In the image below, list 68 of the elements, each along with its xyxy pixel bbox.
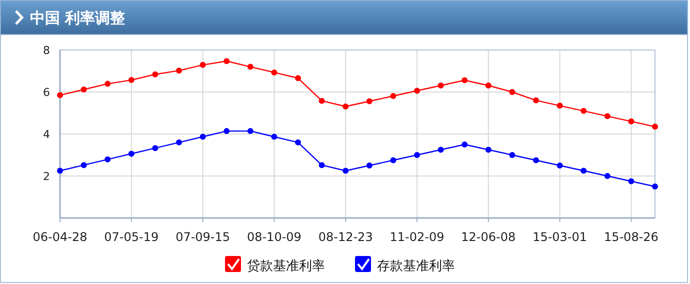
x-tick-label: 07-05-19 [104,230,159,244]
point [128,150,134,157]
point [580,168,587,174]
point [318,162,325,168]
point [295,139,301,146]
point [247,128,254,134]
point [57,168,63,174]
x-tick-label: 08-10-09 [246,230,302,244]
point [366,162,372,168]
x-tick-label: 15-08-26 [604,230,658,244]
y-tick-label: 6 [43,86,50,99]
point [509,89,516,95]
point [80,162,87,168]
point [414,152,420,158]
point [533,157,539,164]
point [533,97,539,104]
point [224,58,230,64]
point [57,92,63,98]
point [390,157,396,164]
x-tick-label: 12-06-08 [461,230,516,244]
point [271,69,278,76]
point [152,145,158,152]
point [200,62,206,68]
point [556,162,563,168]
point [485,146,492,153]
x-tick-label: 11-02-09 [390,230,444,244]
point [247,64,254,70]
point [604,173,610,179]
point [556,102,563,109]
point [318,98,325,104]
x-tick-label: 15-03-01 [532,230,588,244]
point [414,88,420,94]
point [628,178,634,184]
y-tick-label: 2 [43,170,50,183]
point [652,184,658,190]
point [509,152,516,158]
y-tick-label: 4 [43,128,50,141]
point [342,168,349,174]
point [366,98,372,104]
x-tick-label: 06-04-28 [32,230,88,244]
chart-title: 中国 利率调整 [30,9,126,27]
point [390,92,396,99]
point [80,86,87,92]
point [580,108,587,114]
point [104,80,111,87]
point [176,68,182,74]
point [438,82,444,88]
point [342,103,349,110]
x-tick-label: 08-12-23 [318,230,373,244]
point [604,113,610,120]
y-tick-label: 8 [43,44,50,57]
point [652,124,658,130]
point [628,118,634,124]
point [104,156,111,162]
point [152,71,158,78]
point [200,134,206,140]
point [462,77,468,84]
point [462,142,468,148]
x-tick-label: 07-09-15 [176,230,230,244]
point [485,82,492,88]
point [224,128,230,134]
point [295,75,301,82]
legend-label: 贷款基准利率 [247,258,325,274]
point [271,134,278,140]
point [438,146,444,153]
point [176,139,182,146]
point [128,77,134,84]
legend-label: 存款基准利率 [377,258,455,274]
